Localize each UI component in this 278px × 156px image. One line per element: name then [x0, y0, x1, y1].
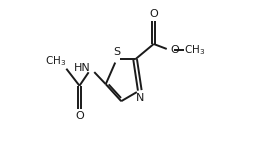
Text: CH$_3$: CH$_3$: [44, 54, 66, 68]
Text: CH$_3$: CH$_3$: [185, 43, 206, 57]
Text: HN: HN: [74, 63, 90, 73]
Text: S: S: [113, 47, 120, 57]
Text: O: O: [170, 45, 179, 55]
Text: O: O: [149, 9, 158, 19]
Text: N: N: [136, 93, 145, 102]
Text: O: O: [75, 111, 84, 121]
